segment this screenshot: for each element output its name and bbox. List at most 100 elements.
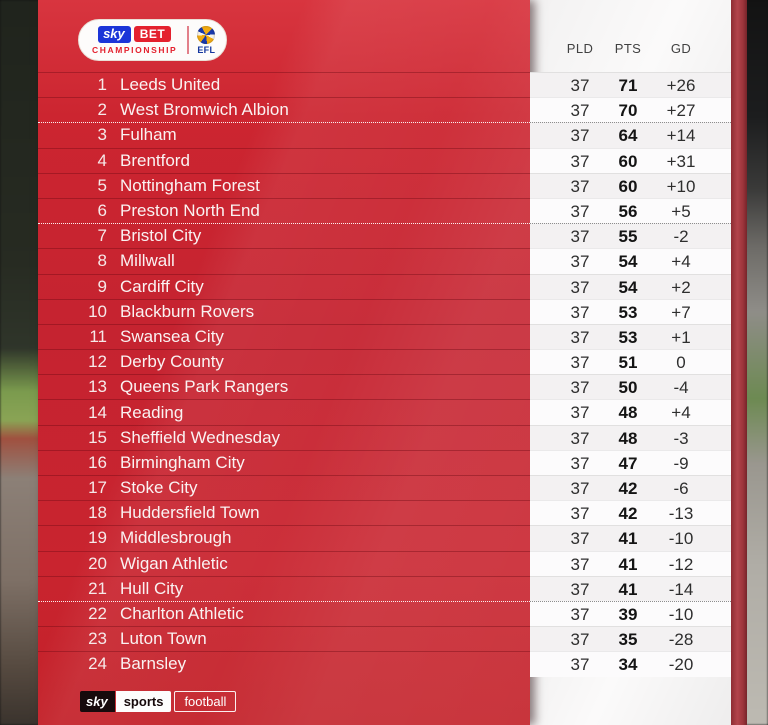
row-position: 9 [97, 276, 107, 296]
row-stats-section: 37 60 +10 [530, 172, 731, 198]
row-position: 10 [88, 301, 107, 321]
row-pts: 71 [618, 76, 638, 95]
row-gd: +14 [666, 126, 696, 146]
row-pld: 37 [570, 176, 590, 196]
row-gd: -3 [673, 428, 689, 448]
row-team-section: 1 Leeds United [38, 72, 530, 97]
row-pld: 37 [570, 101, 590, 121]
sky-bet-logo: sky BET CHAMPIONSHIP [92, 25, 178, 55]
row-team-section: 18 Huddersfield Town [38, 500, 530, 525]
row-team: Brentford [120, 150, 190, 170]
row-gd: 0 [676, 353, 686, 373]
row-position: 6 [97, 201, 107, 221]
row-gd: +26 [666, 76, 696, 95]
row-team: Middlesbrough [120, 528, 232, 548]
row-team-section: 23 Luton Town [38, 626, 530, 651]
row-pld: 37 [570, 252, 590, 272]
row-pts: 42 [618, 504, 638, 524]
sky-wordmark: sky [80, 691, 115, 712]
row-pld: 37 [570, 630, 590, 650]
league-table-panel [38, 0, 530, 725]
row-gd: +27 [666, 101, 696, 121]
row-pts: 55 [618, 227, 638, 247]
row-position: 15 [88, 427, 107, 447]
row-position: 18 [88, 503, 107, 523]
row-stats-section: 37 50 -4 [530, 374, 731, 400]
row-pts: 54 [618, 277, 638, 297]
row-team-section: 10 Blackburn Rovers [38, 298, 530, 324]
row-stats-section: 37 47 -9 [530, 449, 731, 475]
championship-label: CHAMPIONSHIP [92, 44, 178, 55]
row-gd: +7 [671, 302, 691, 322]
row-gd: -9 [673, 453, 689, 473]
table-row: 24 Barnsley 37 34 -20 [38, 651, 731, 677]
row-stats-section: 37 41 -14 [530, 575, 731, 601]
row-gd: -20 [668, 655, 694, 675]
column-header-points: PTS [614, 41, 642, 56]
row-position: 14 [88, 402, 107, 422]
table-row: 1 Leeds United 37 71 +26 [38, 72, 731, 98]
row-stats-section: 37 53 +1 [530, 323, 731, 350]
row-pts: 54 [618, 252, 638, 272]
row-team-section: 7 Bristol City [38, 223, 530, 248]
row-pts: 64 [618, 126, 638, 146]
row-pld: 37 [570, 579, 590, 599]
row-stats-section: 37 42 -6 [530, 475, 731, 501]
row-team: Swansea City [120, 326, 224, 346]
row-pld: 37 [570, 126, 590, 146]
row-position: 21 [88, 578, 107, 598]
row-position: 12 [88, 352, 107, 372]
row-gd: -28 [668, 630, 694, 650]
row-gd: -4 [673, 378, 689, 398]
row-team: Hull City [120, 578, 184, 598]
table-row: 15 Sheffield Wednesday 37 48 -3 [38, 424, 731, 450]
row-team-section: 22 Charlton Athletic [38, 600, 530, 626]
row-team-section: 4 Brentford [38, 147, 530, 173]
row-position: 16 [88, 452, 107, 472]
row-position: 1 [97, 75, 107, 95]
row-pts: 48 [618, 428, 638, 448]
row-team: Preston North End [120, 201, 260, 221]
row-stats-section: 37 56 +5 [530, 197, 731, 224]
row-team: Millwall [120, 251, 175, 271]
row-pts: 60 [618, 176, 638, 196]
table-row: 4 Brentford 37 60 +31 [38, 147, 731, 173]
row-stats-section: 37 42 -13 [530, 500, 731, 526]
table-row: 18 Huddersfield Town 37 42 -13 [38, 500, 731, 526]
row-team: Birmingham City [120, 452, 245, 472]
row-pts: 35 [618, 630, 638, 650]
row-pld: 37 [570, 453, 590, 473]
row-pld: 37 [570, 655, 590, 675]
row-gd: +1 [671, 327, 691, 347]
row-pts: 48 [618, 403, 638, 423]
row-pld: 37 [570, 201, 590, 221]
row-team: West Bromwich Albion [120, 100, 289, 120]
row-stats-section: 37 70 +27 [530, 97, 731, 123]
row-gd: +4 [671, 252, 691, 272]
row-pld: 37 [570, 604, 590, 624]
row-pts: 47 [618, 453, 638, 473]
column-header-played: PLD [566, 41, 594, 56]
row-pld: 37 [570, 428, 590, 448]
table-row: 3 Fulham 37 64 +14 [38, 122, 731, 148]
row-gd: -6 [673, 479, 689, 498]
row-position: 22 [88, 604, 107, 624]
table-row: 8 Millwall 37 54 +4 [38, 248, 731, 274]
row-pld: 37 [570, 504, 590, 524]
row-team: Queens Park Rangers [120, 377, 289, 397]
row-team: Blackburn Rovers [120, 301, 255, 321]
row-pld: 37 [570, 554, 590, 574]
table-rows: 1 Leeds United 37 71 +26 2 West Bromwich… [38, 72, 731, 677]
row-stats-section: 37 60 +31 [530, 147, 731, 173]
row-pts: 53 [618, 327, 638, 347]
row-stats-section: 37 71 +26 [530, 72, 731, 98]
table-row: 10 Blackburn Rovers 37 53 +7 [38, 298, 731, 324]
row-team: Luton Town [120, 629, 207, 649]
column-header-goal-difference: GD [670, 41, 692, 56]
row-position: 24 [88, 654, 107, 674]
row-team-section: 6 Preston North End [38, 197, 530, 223]
row-pts: 41 [618, 554, 638, 574]
table-row: 19 Middlesbrough 37 41 -10 [38, 525, 731, 551]
table-row: 17 Stoke City 37 42 -6 [38, 475, 731, 501]
row-team: Reading [120, 402, 184, 422]
